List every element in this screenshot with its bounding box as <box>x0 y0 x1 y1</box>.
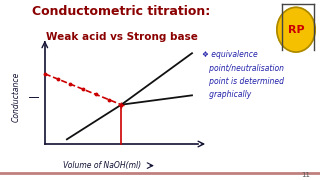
Circle shape <box>277 7 315 52</box>
Text: ❖ equivalence
   point/neutralisation
   point is determined
   graphically: ❖ equivalence point/neutralisation point… <box>202 50 284 99</box>
Text: RP: RP <box>288 25 304 35</box>
Text: Volume of NaOH(ml): Volume of NaOH(ml) <box>63 161 141 170</box>
Text: Weak acid vs Strong base: Weak acid vs Strong base <box>46 32 197 42</box>
Text: Conductometric titration:: Conductometric titration: <box>32 5 211 18</box>
Text: 11: 11 <box>301 172 310 178</box>
Text: Conductance: Conductance <box>12 72 20 122</box>
